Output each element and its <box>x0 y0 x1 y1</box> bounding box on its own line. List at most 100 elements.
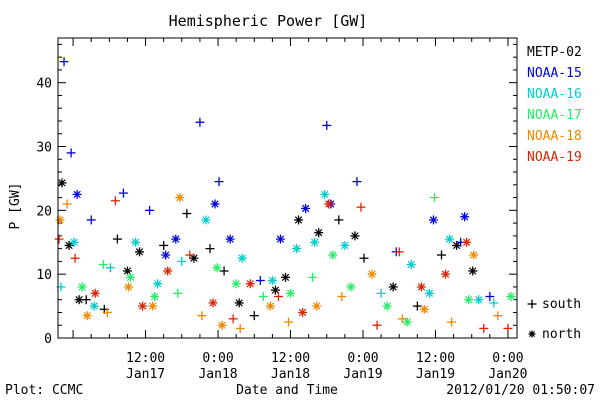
x-tick-date-label: Jan20 <box>488 367 527 382</box>
north-marker-stroke <box>286 289 295 297</box>
data-point-north <box>298 307 308 317</box>
data-point-south <box>102 307 112 317</box>
y-axis: 0 10 20 30 40 <box>36 43 517 347</box>
marker-legend-north: north <box>528 327 581 342</box>
data-point-south <box>182 209 192 219</box>
data-point-north <box>123 282 133 292</box>
north-marker-stroke <box>235 299 243 307</box>
data-point-north <box>346 282 356 292</box>
data-point-north <box>280 272 290 282</box>
north-marker-stroke <box>268 276 277 285</box>
data-point-south <box>489 298 499 308</box>
data-point-south <box>437 250 447 260</box>
legend-entry-metp-02: METP-02 <box>527 45 582 60</box>
north-marker-stroke <box>463 238 471 246</box>
series-legend: METP-02 NOAA-15 NOAA-16 NOAA-17 NOAA-18 NOAA-… <box>527 45 582 165</box>
data-point-south <box>359 253 369 263</box>
data-point-south <box>66 148 76 158</box>
x-tick-date-label: Jan18 <box>271 367 310 382</box>
data-point-south <box>485 292 495 302</box>
north-marker-stroke <box>124 283 133 291</box>
data-point-south <box>62 199 72 209</box>
north-marker-stroke <box>311 238 319 246</box>
data-point-south <box>98 260 108 270</box>
x-tick-date-label: Jan18 <box>198 367 237 382</box>
data-point-north <box>382 301 392 311</box>
north-marker-stroke <box>452 241 461 250</box>
data-point-south <box>255 276 265 286</box>
data-point-south <box>412 301 422 311</box>
data-points <box>54 57 516 333</box>
data-point-north <box>388 282 398 292</box>
north-marker-stroke <box>347 283 355 291</box>
data-point-north <box>314 228 324 238</box>
data-point-north <box>82 311 92 321</box>
data-point-north <box>55 215 65 225</box>
north-marker-stroke <box>135 248 144 256</box>
data-point-south <box>235 323 245 333</box>
north-marker-stroke <box>475 296 483 304</box>
data-point-north <box>212 263 222 273</box>
north-marker-stroke <box>469 267 477 275</box>
north-marker-stroke <box>465 296 473 304</box>
data-point-south <box>185 250 195 260</box>
data-point-south <box>159 240 169 250</box>
data-point-north <box>468 266 478 276</box>
north-marker-stroke <box>294 216 303 224</box>
data-point-north <box>416 282 426 292</box>
data-point-north <box>428 215 438 225</box>
data-point-north <box>231 279 241 289</box>
data-point-south <box>59 57 69 67</box>
data-point-north <box>460 212 470 222</box>
x-tick-date-label: Jan17 <box>126 367 165 382</box>
data-point-south <box>337 292 347 302</box>
data-point-north <box>74 295 84 305</box>
data-point-north <box>292 244 302 254</box>
data-point-south <box>173 288 183 298</box>
north-marker-stroke <box>351 232 359 240</box>
marker-legend-label: south <box>542 297 581 312</box>
data-point-north <box>138 301 148 311</box>
north-marker-stroke <box>78 283 86 291</box>
north-marker-stroke <box>407 260 415 269</box>
y-tick-label: 40 <box>36 77 52 92</box>
north-marker-stroke <box>172 235 180 243</box>
data-point-south <box>110 196 120 206</box>
data-point-north <box>265 301 275 311</box>
data-point-north <box>320 189 330 199</box>
north-marker-stroke <box>190 254 198 262</box>
data-point-south <box>372 320 382 330</box>
data-point-north <box>161 250 171 260</box>
north-marker-stroke <box>341 241 349 250</box>
north-marker-stroke <box>238 254 246 262</box>
north-marker-stroke <box>131 238 140 246</box>
data-point-north <box>464 295 474 305</box>
data-point-south <box>81 295 91 305</box>
north-marker-stroke <box>209 299 217 307</box>
north-marker-stroke <box>298 308 307 317</box>
x-axis-label: Date and Time <box>236 383 338 398</box>
data-point-north <box>275 234 285 244</box>
north-marker-stroke <box>126 273 135 282</box>
north-marker-stroke <box>138 302 147 310</box>
north-marker-stroke <box>91 289 99 297</box>
data-point-north <box>294 215 304 225</box>
y-tick-label: 20 <box>36 204 52 219</box>
data-point-north <box>367 269 377 279</box>
north-marker-stroke <box>202 216 210 224</box>
data-point-north <box>135 247 145 257</box>
marker-legend-south: south <box>527 297 581 312</box>
series-noaa-18 <box>55 193 503 333</box>
data-point-south <box>214 177 224 187</box>
data-point-south <box>205 244 215 254</box>
x-tick-time-label: 0:00 <box>347 351 378 366</box>
data-point-south <box>429 193 439 203</box>
north-marker-stroke <box>213 264 221 272</box>
data-point-north <box>406 260 416 270</box>
data-point-south <box>112 234 122 244</box>
data-point-north <box>225 234 235 244</box>
y-tick-label: 10 <box>36 268 52 283</box>
data-point-north <box>445 234 455 244</box>
data-point-north <box>270 285 280 295</box>
data-point-south <box>70 253 80 263</box>
